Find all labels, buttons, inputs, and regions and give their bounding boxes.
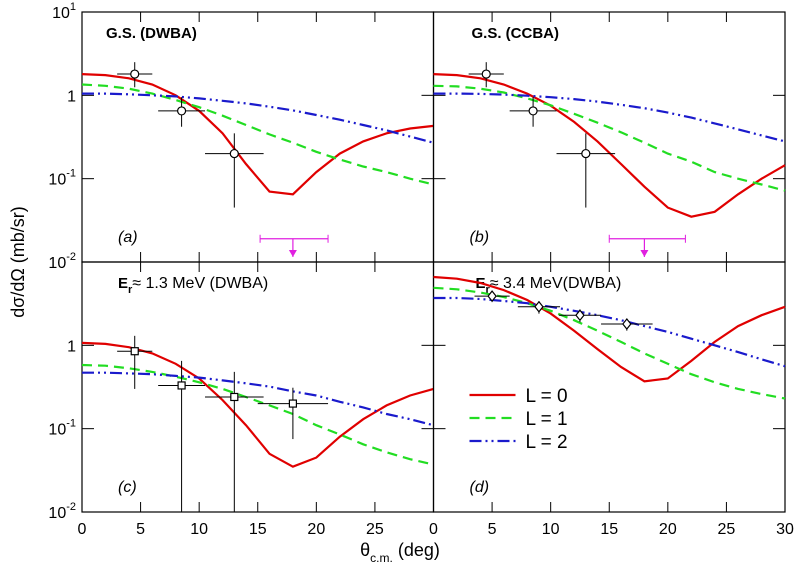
- x-label-main: θ: [360, 540, 370, 560]
- y-tick-exp: -1: [66, 418, 76, 430]
- data-point: [176, 106, 187, 116]
- panel-title: Er≈ 3.4 MeV(DWBA): [476, 275, 622, 296]
- y-tick-label: 10-2: [48, 501, 76, 522]
- limit-arrow-head: [288, 249, 297, 257]
- curve: [433, 84, 786, 192]
- x-tick-label: 20: [659, 521, 677, 538]
- curve: [81, 73, 434, 196]
- title-sub: r: [128, 284, 133, 296]
- panel-label: (c): [118, 479, 137, 496]
- panel-label: (b): [470, 229, 490, 246]
- x-tick-label: 30: [776, 521, 794, 538]
- x-tick-label: 25: [718, 521, 736, 538]
- x-tick-label: 10: [190, 521, 208, 538]
- panel-frame: [81, 11, 435, 263]
- x-tick-label: 5: [488, 521, 497, 538]
- title-main: G.S. (CCBA): [472, 25, 560, 42]
- data-point: [177, 381, 186, 390]
- data-point: [581, 148, 591, 159]
- y-tick-exp: 1: [70, 1, 76, 13]
- curve: [81, 83, 434, 186]
- data-point: [230, 392, 239, 402]
- curve: [81, 363, 434, 466]
- x-label-sub: c.m.: [370, 551, 393, 565]
- panel-frame: [432, 11, 786, 263]
- panel-title: Er≈ 1.3 MeV (DWBA): [118, 275, 268, 296]
- data-point: [622, 318, 632, 331]
- y-tick-exp: -2: [66, 251, 76, 263]
- x-tick-label: 5: [136, 521, 145, 538]
- panel-title: G.S. (CCBA): [472, 25, 560, 42]
- title-rest: ≈ 1.3 MeV (DWBA): [132, 275, 268, 292]
- curve: [433, 286, 786, 400]
- x-tick-label: 15: [249, 521, 267, 538]
- curve: [433, 73, 786, 218]
- panel-label: (d): [470, 479, 490, 496]
- title-sub: r: [486, 284, 491, 296]
- data-point: [130, 347, 139, 356]
- x-tick-label: 0: [429, 521, 438, 538]
- legend-label: L = 1: [526, 409, 568, 430]
- curve: [433, 275, 786, 383]
- panel-title: G.S. (DWBA): [106, 25, 197, 42]
- y-tick-label: 1: [67, 338, 76, 355]
- y-tick-label: 10-1: [48, 418, 76, 439]
- legend-label: L = 0: [526, 386, 568, 407]
- data-point: [481, 69, 491, 79]
- x-label-rest: (deg): [393, 540, 440, 560]
- panel-label: (a): [118, 229, 138, 246]
- curve: [82, 371, 434, 427]
- x-tick-label: 10: [542, 521, 560, 538]
- data-point: [288, 399, 297, 408]
- x-tick-label: 15: [600, 521, 618, 538]
- data-point: [528, 106, 538, 116]
- y-tick-label: 101: [52, 1, 76, 22]
- x-axis-label: θc.m. (deg): [360, 540, 440, 565]
- x-tick-label: 25: [366, 521, 384, 538]
- y-tick-base: 10: [48, 505, 66, 522]
- data-point: [130, 69, 140, 79]
- data-point: [534, 300, 544, 313]
- curve: [433, 296, 786, 368]
- curve: [82, 92, 434, 144]
- curve: [81, 341, 434, 468]
- y-tick-exp: -2: [66, 501, 76, 513]
- x-tick-label: 20: [307, 521, 325, 538]
- x-tick-label: 0: [78, 521, 87, 538]
- y-tick-base: 10: [48, 422, 66, 439]
- y-tick-exp: -1: [66, 168, 76, 180]
- title-main: E: [118, 275, 128, 292]
- y-tick-label: 10-2: [48, 251, 76, 272]
- y-axis-label: dσ/dΩ (mb/sr): [8, 206, 28, 318]
- data-point: [487, 290, 497, 303]
- y-tick-base: 10: [48, 172, 66, 189]
- panel-frame: [432, 261, 786, 513]
- y-tick-label: 1: [67, 88, 76, 105]
- curve: [433, 92, 786, 143]
- title-rest: ≈ 3.4 MeV(DWBA): [490, 275, 621, 292]
- data-point: [575, 309, 585, 322]
- y-tick-base: 10: [52, 5, 70, 22]
- y-tick-base: 10: [48, 255, 66, 272]
- data-point: [229, 148, 239, 159]
- y-tick-label: 10-1: [48, 168, 76, 189]
- title-main: G.S. (DWBA): [106, 25, 197, 42]
- limit-arrow-head: [640, 249, 649, 257]
- legend-label: L = 2: [526, 432, 568, 453]
